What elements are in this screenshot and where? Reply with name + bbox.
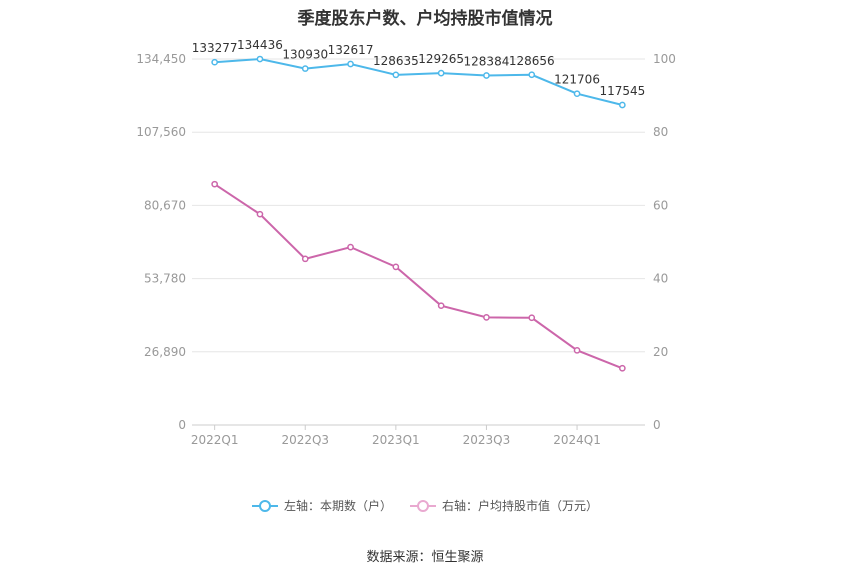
- data-point: [437, 69, 445, 77]
- left-tick-label: 53,780: [144, 272, 186, 286]
- data-label: 134436: [237, 38, 283, 52]
- gridlines: [192, 58, 645, 426]
- data-point: [347, 243, 354, 251]
- data-label: 133277: [192, 41, 238, 55]
- data-point: [256, 210, 264, 218]
- data-point: [573, 90, 581, 98]
- x-tick-label: 2022Q1: [191, 433, 239, 447]
- data-point: [301, 255, 309, 263]
- right-tick-label: 100: [653, 52, 676, 66]
- legend: 左轴：本期数（户） 右轴：户均持股市值（万元）: [0, 497, 850, 514]
- left-tick-label: 107,560: [136, 125, 186, 139]
- legend-line-marker-icon: [251, 499, 278, 512]
- series-line: [214, 58, 623, 106]
- legend-label-households: 左轴：本期数（户）: [283, 499, 392, 513]
- right-tick-label: 0: [653, 418, 661, 432]
- data-source-note: 数据来源：恒生聚源: [366, 550, 484, 565]
- right-tick-label: 40: [653, 272, 668, 286]
- data-point: [211, 58, 218, 66]
- data-point: [392, 263, 400, 271]
- legend-line-marker-icon: [410, 499, 436, 512]
- data-point: [347, 60, 354, 68]
- data-point: [483, 314, 490, 321]
- series-avg-value: [211, 180, 626, 372]
- data-point: [528, 314, 536, 322]
- data-label: 130930: [282, 48, 328, 62]
- data-point: [483, 72, 490, 79]
- data-point: [392, 71, 400, 79]
- left-axis: 0 26,890 53,780 80,670 107,560 134,450: [136, 52, 186, 432]
- left-tick-label: 80,670: [144, 198, 186, 212]
- data-label: 128656: [509, 54, 555, 68]
- x-axis: 2022Q1 2022Q3 2023Q1 2023Q3 2024Q1: [191, 425, 601, 447]
- right-axis: 0 20 40 60 80 100: [653, 52, 676, 432]
- right-tick-label: 20: [653, 345, 668, 359]
- data-label: 128384: [464, 55, 510, 69]
- data-label: 132617: [328, 43, 374, 57]
- data-point: [528, 71, 536, 79]
- left-tick-label: 134,450: [136, 52, 186, 66]
- data-label: 129265: [418, 52, 464, 66]
- x-tick-label: 2024Q1: [553, 433, 601, 447]
- legend-label-avg-value: 右轴：户均持股市值（万元）: [442, 499, 599, 513]
- x-tick-label: 2022Q3: [281, 433, 329, 447]
- legend-item-avg-value[interactable]: 右轴：户均持股市值（万元）: [410, 497, 598, 514]
- data-point: [619, 364, 626, 372]
- data-point: [573, 346, 581, 354]
- data-point: [619, 101, 626, 109]
- data-point: [256, 55, 264, 63]
- chart-title: 季度股东户数、户均持股市值情况: [297, 9, 553, 29]
- left-tick-label: 26,890: [144, 345, 186, 359]
- data-point: [437, 302, 445, 310]
- x-tick-label: 2023Q3: [463, 433, 511, 447]
- data-label: 117545: [599, 84, 645, 98]
- data-point: [211, 180, 218, 188]
- data-label: 121706: [554, 73, 600, 87]
- series-line: [214, 183, 623, 370]
- legend-item-households[interactable]: 左轴：本期数（户）: [251, 497, 392, 514]
- x-tick-label: 2023Q1: [372, 433, 420, 447]
- left-tick-label: 0: [178, 418, 186, 432]
- data-point: [301, 65, 309, 72]
- right-tick-label: 80: [653, 125, 668, 139]
- data-label: 128635: [373, 54, 419, 68]
- right-tick-label: 60: [653, 198, 668, 212]
